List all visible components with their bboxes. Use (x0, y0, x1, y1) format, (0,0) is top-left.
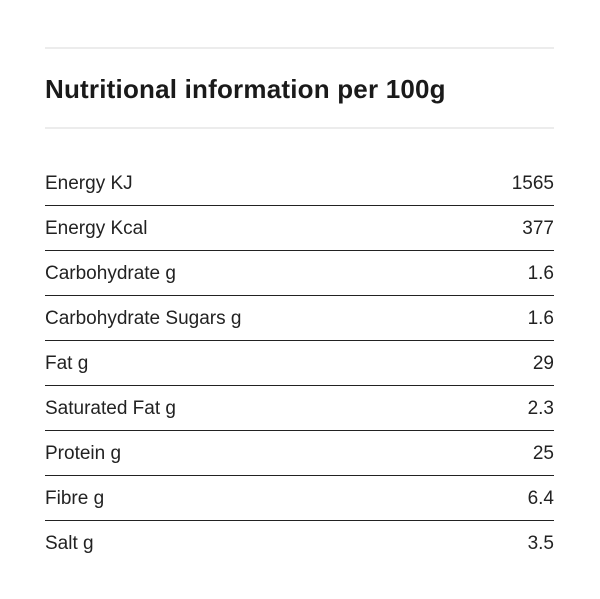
row-value: 377 (522, 218, 554, 239)
row-label: Salt g (45, 533, 94, 554)
row-label: Fat g (45, 353, 89, 374)
top-divider (45, 47, 554, 49)
row-value: 29 (532, 353, 554, 374)
row-value: 6.4 (527, 488, 554, 509)
row-value: 1.6 (527, 263, 554, 284)
table-row-protein: Protein g 25 (45, 431, 554, 476)
row-value: 25 (532, 443, 554, 464)
nutrition-table: Energy KJ 1565 Energy Kcal 377 Carbohydr… (45, 161, 554, 565)
table-row-fibre: Fibre g 6.4 (45, 476, 554, 521)
row-label: Carbohydrate g (45, 263, 176, 284)
row-value: 1.6 (527, 308, 554, 329)
table-row-carbohydrate-sugars: Carbohydrate Sugars g 1.6 (45, 296, 554, 341)
row-label: Fibre g (45, 488, 105, 509)
nutrition-panel: Nutritional information per 100g Energy … (45, 47, 554, 565)
row-label: Energy Kcal (45, 218, 148, 239)
table-row-carbohydrate: Carbohydrate g 1.6 (45, 251, 554, 296)
row-label: Protein g (45, 443, 122, 464)
table-row-saturated-fat: Saturated Fat g 2.3 (45, 386, 554, 431)
row-label: Energy KJ (45, 173, 133, 194)
table-row-energy-kj: Energy KJ 1565 (45, 161, 554, 206)
table-row-energy-kcal: Energy Kcal 377 (45, 206, 554, 251)
header-divider (45, 127, 554, 129)
row-label: Saturated Fat g (45, 398, 176, 419)
table-row-fat: Fat g 29 (45, 341, 554, 386)
table-row-salt: Salt g 3.5 (45, 521, 554, 565)
nutrition-title: Nutritional information per 100g (45, 74, 446, 104)
row-value: 1565 (511, 173, 554, 194)
row-value: 2.3 (527, 398, 554, 419)
row-label: Carbohydrate Sugars g (45, 308, 242, 329)
row-value: 3.5 (527, 533, 554, 554)
